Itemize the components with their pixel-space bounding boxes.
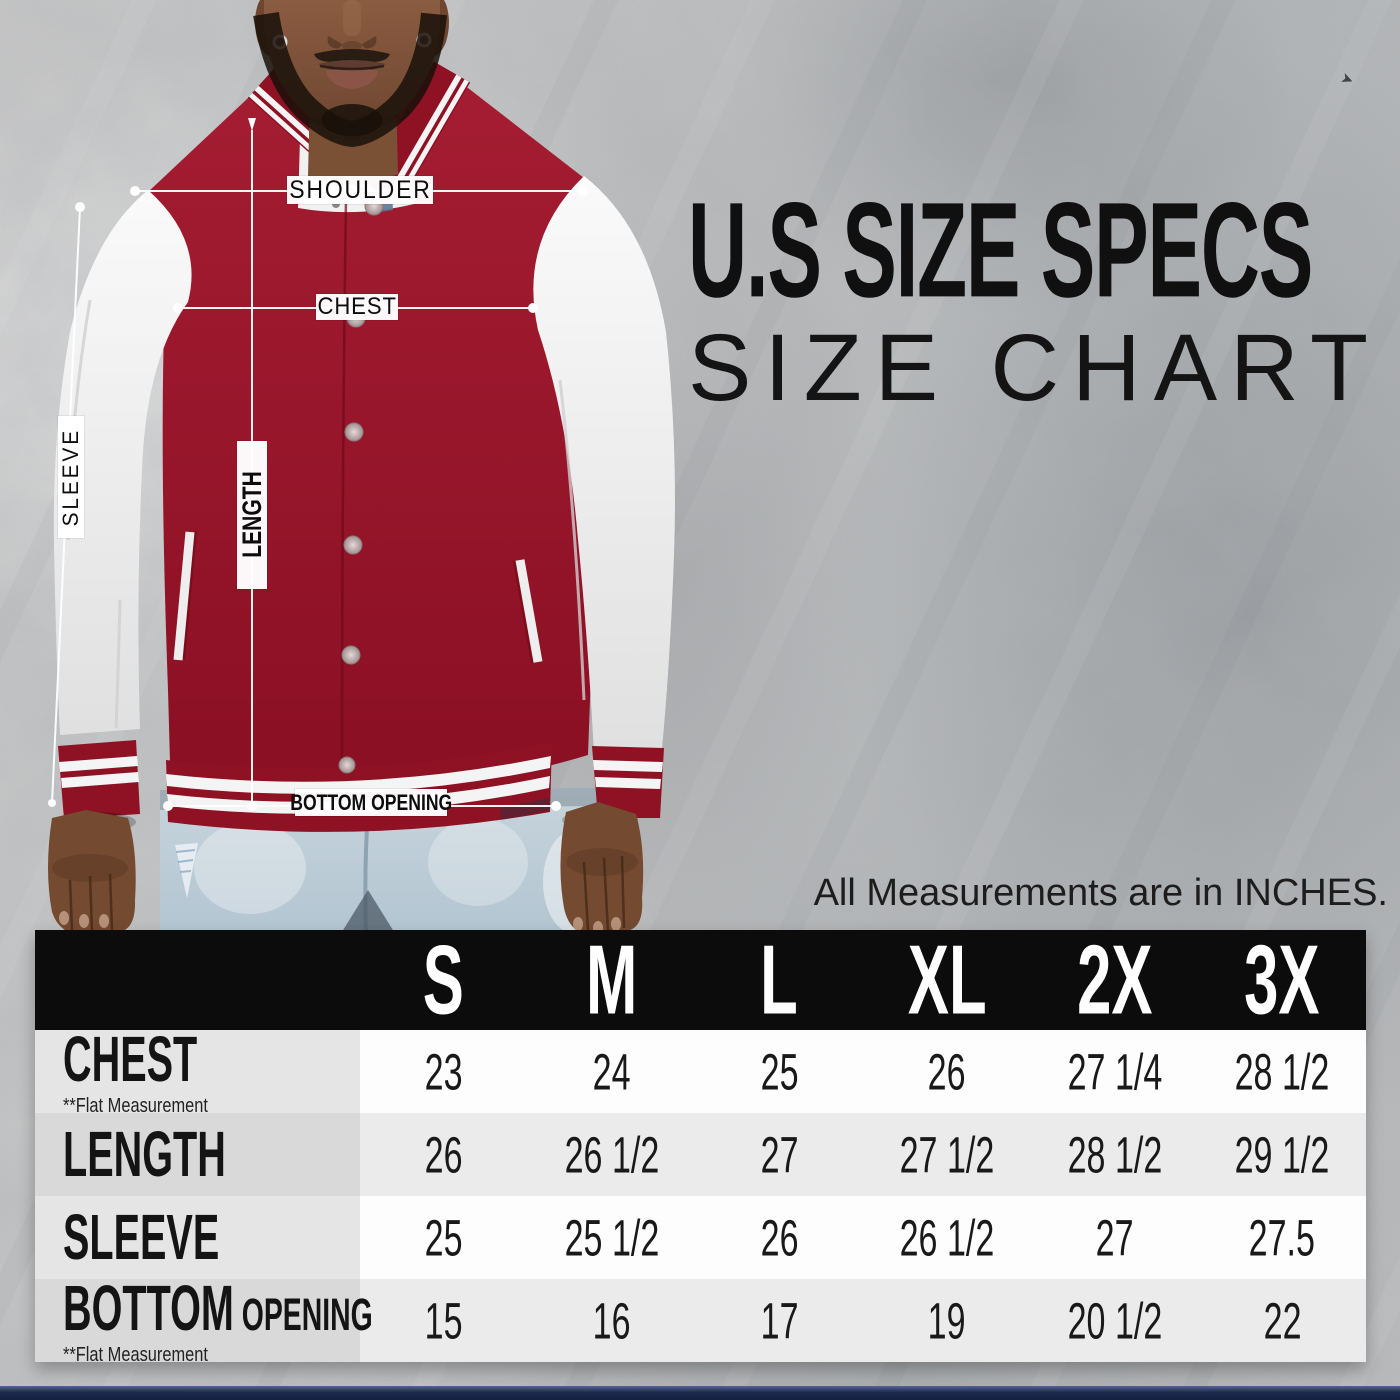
cell-length-2x: 28 1/2 [1030, 1113, 1199, 1196]
row-label-text: CHEST [63, 1023, 198, 1096]
cell-bottom-l: 17 [695, 1279, 864, 1362]
bottom-opening-label-text: BOTTOM OPENING [290, 789, 452, 815]
size-chart-table: S M L XL 2X 3X CHEST **Flat Measurement … [35, 924, 1367, 1366]
cell-sleeve-3x: 27.5 [1198, 1196, 1367, 1279]
row-label-note: **Flat Measurement [63, 1095, 208, 1117]
row-label-note: **Flat Measurement [63, 1344, 208, 1366]
size-column-header-xl: XL [907, 924, 987, 1035]
page-subtitle: SIZE CHART [688, 315, 1382, 421]
cell-chest-m: 24 [527, 1030, 696, 1113]
table-row-sleeve: SLEEVE 25 25 1/2 26 26 1/2 27 27.5 [35, 1196, 1367, 1279]
sleeve-label: SLEEVE [58, 416, 84, 538]
shoulder-label: SHOULDER [287, 176, 433, 204]
sleeve-label-text: SLEEVE [58, 427, 83, 527]
length-label: LENGTH [237, 441, 267, 589]
cell-length-m: 26 1/2 [527, 1113, 696, 1196]
cell-bottom-m: 16 [527, 1279, 696, 1362]
cell-chest-2x: 27 1/4 [1030, 1030, 1199, 1113]
chest-label-text: CHEST [317, 293, 397, 320]
shoulder-label-text: SHOULDER [288, 175, 432, 204]
cell-chest-3x: 28 1/2 [1198, 1030, 1367, 1113]
row-label-text: LENGTH [63, 1118, 226, 1190]
row-label-text: SLEEVE [63, 1201, 220, 1273]
cell-length-s: 26 [360, 1113, 528, 1196]
units-note: All Measurements are in INCHES. [813, 872, 1388, 914]
cell-sleeve-l: 26 [695, 1196, 864, 1279]
cell-sleeve-xl: 26 1/2 [863, 1196, 1031, 1279]
cell-bottom-2x: 20 1/2 [1030, 1279, 1199, 1362]
title-block: U.S SIZE SPECS SIZE CHART [688, 182, 1400, 416]
cell-chest-xl: 26 [863, 1030, 1031, 1113]
size-column-header-3x: 3X [1244, 924, 1320, 1035]
chest-label: CHEST [316, 293, 398, 320]
row-label-length: LENGTH [35, 1113, 360, 1196]
cell-bottom-xl: 19 [863, 1279, 1031, 1362]
row-label-chest: CHEST **Flat Measurement [35, 1024, 360, 1117]
cell-chest-s: 23 [360, 1030, 528, 1113]
cell-length-3x: 29 1/2 [1198, 1113, 1367, 1196]
table-row-bottom-opening: BOTTOM OPENING **Flat Measurement 15 16 … [35, 1273, 1367, 1366]
size-column-header-2x: 2X [1076, 924, 1153, 1035]
table-row-length: LENGTH 26 26 1/2 27 27 1/2 28 1/2 29 1/2 [35, 1113, 1367, 1196]
cell-chest-l: 25 [695, 1030, 864, 1113]
size-column-header-m: M [585, 924, 638, 1035]
size-column-header-l: L [760, 924, 798, 1035]
row-label-sleeve: SLEEVE [35, 1196, 360, 1279]
row-label-text: BOTTOM [63, 1272, 234, 1345]
cell-sleeve-2x: 27 [1030, 1196, 1199, 1279]
cell-length-xl: 27 1/2 [863, 1113, 1031, 1196]
bottom-opening-label: BOTTOM OPENING [290, 789, 452, 816]
page-title: U.S SIZE SPECS [688, 173, 1313, 326]
cell-sleeve-s: 25 [360, 1196, 528, 1279]
tiny-arrow-mark-icon: ➤ [1338, 69, 1357, 90]
header-label-spacer [35, 930, 360, 1030]
size-column-header-s: S [423, 924, 465, 1035]
row-label-suffix: OPENING [241, 1289, 373, 1341]
cell-sleeve-m: 25 1/2 [527, 1196, 696, 1279]
length-label-text: LENGTH [236, 471, 267, 559]
cell-bottom-s: 15 [360, 1279, 528, 1362]
size-table-header-row: S M L XL 2X 3X [35, 924, 1366, 1035]
table-row-chest: CHEST **Flat Measurement 23 24 25 26 27 … [35, 1024, 1367, 1117]
bottom-navy-bar [0, 1386, 1400, 1400]
cell-bottom-3x: 22 [1198, 1279, 1367, 1362]
cell-length-l: 27 [695, 1113, 864, 1196]
row-label-bottom-opening: BOTTOM OPENING **Flat Measurement [35, 1273, 373, 1366]
